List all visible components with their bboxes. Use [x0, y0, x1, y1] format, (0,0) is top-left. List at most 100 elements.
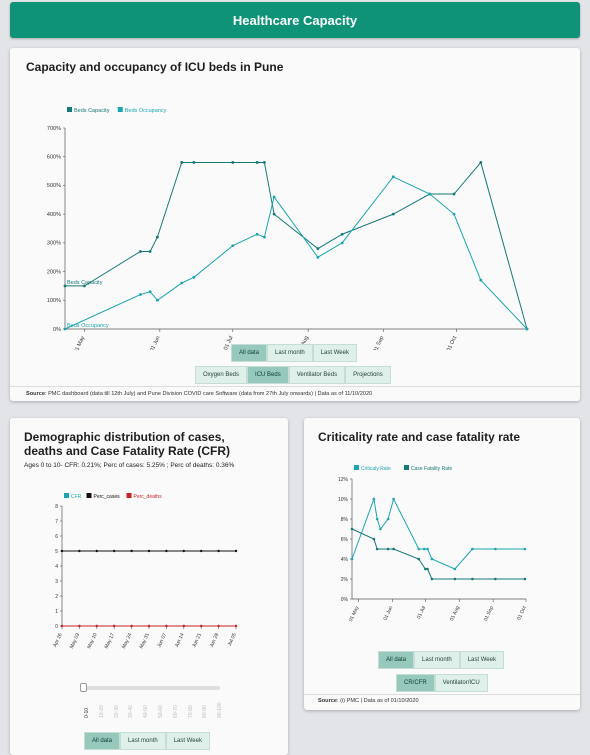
range-last-week-button[interactable]: Last Week	[459, 651, 504, 669]
data-point-case-fatality-rate	[417, 557, 421, 561]
range-last-month-button[interactable]: Last month	[267, 344, 313, 362]
y-tick-label: 0%	[53, 327, 61, 333]
demographic-title-line2: deaths and Case Fatality Rate (CFR)	[24, 444, 231, 458]
data-point-case-fatality-rate	[350, 527, 354, 531]
data-point-beds-capacity	[192, 161, 196, 164]
y-tick-label: 12%	[338, 477, 349, 483]
series-line-case-fatality-rate	[351, 528, 525, 580]
x-tick-label: 01 Oct	[516, 605, 528, 621]
data-point-perc-cases	[113, 549, 116, 553]
data-point-beds-occupancy	[316, 255, 320, 259]
range-last-month-button[interactable]: Last month	[120, 732, 166, 750]
data-point-beds-occupancy	[340, 241, 344, 245]
data-point-beds-occupancy	[391, 175, 395, 179]
data-point-perc-cases	[95, 549, 99, 553]
ventilator-icu-button[interactable]: Ventilator/ICU	[434, 674, 488, 692]
x-tick-label: May 10	[86, 632, 98, 650]
data-point-perc-cases	[165, 549, 168, 553]
data-point-beds-occupancy	[272, 195, 276, 199]
data-point-case-fatality-rate	[453, 577, 457, 581]
data-point-beds-capacity	[479, 161, 483, 164]
data-point-beds-occupancy	[180, 281, 184, 285]
series-line-beds-occupancy	[64, 176, 528, 330]
divider	[304, 694, 580, 695]
ventilator-beds-button[interactable]: Ventilator Beds	[288, 366, 346, 384]
data-point-beds-capacity	[452, 192, 456, 196]
data-point-beds-capacity	[272, 212, 276, 216]
data-point-beds-occupancy	[148, 290, 152, 294]
slider-label: 60-70	[172, 705, 179, 718]
series-label-beds-occupancy: Beds Occupancy	[67, 323, 109, 329]
icu-range-buttons: All data Last month Last Week	[231, 344, 357, 362]
data-point-case-fatality-rate	[523, 577, 527, 581]
legend-swatch-case-fatality-rate	[404, 465, 409, 470]
y-tick-label: 600%	[47, 155, 61, 161]
legend-label-perc-cases: Perc_cases	[94, 494, 121, 500]
data-point-case-fatality-rate	[375, 547, 379, 551]
slider-label: 50-60	[158, 705, 164, 718]
y-tick-label: 4	[55, 564, 58, 570]
series-line-criticaly-rate	[351, 497, 525, 570]
data-point-beds-capacity	[340, 232, 344, 236]
data-point-perc-cases	[200, 549, 203, 553]
legend-swatch-perc-cases	[86, 493, 92, 498]
data-point-case-fatality-rate	[386, 547, 390, 551]
data-point-perc-deaths	[234, 624, 238, 628]
range-all-data-button[interactable]: All data	[231, 344, 268, 362]
range-last-week-button[interactable]: Last Week	[312, 344, 357, 362]
x-tick-label: Jun 07	[156, 632, 168, 648]
x-tick-label: 01 Sep	[483, 605, 495, 622]
demographic-title-line1: Demographic distribution of cases,	[24, 430, 225, 444]
legend-label-criticaly-rate: Criticaly Rate	[361, 466, 391, 472]
projections-button[interactable]: Projections	[345, 366, 391, 384]
data-point-beds-occupancy	[255, 232, 259, 236]
x-tick-label: May 24	[121, 632, 133, 650]
data-point-perc-deaths	[165, 624, 168, 628]
data-point-criticaly-rate	[494, 547, 497, 551]
x-tick-label: Jun 28	[209, 632, 221, 648]
demographic-card: Demographic distribution of cases, death…	[10, 418, 288, 755]
legend-swatch-beds-occupancy	[117, 107, 123, 112]
demographic-card-title: Demographic distribution of cases, death…	[24, 430, 230, 458]
demographic-subtitle: Ages 0 to 10- CFR: 0.21%; Perc of cases:…	[24, 462, 235, 469]
data-point-beds-capacity	[231, 161, 235, 164]
data-point-perc-deaths	[130, 624, 133, 628]
cr-cfr-button[interactable]: CR/CFR	[396, 674, 435, 692]
legend-label-case-fatality-rate: Case Fatality Rate	[411, 466, 452, 472]
data-point-perc-deaths	[78, 624, 81, 628]
y-tick-label: 2	[55, 594, 58, 600]
oxygen-beds-button[interactable]: Oxygen Beds	[195, 366, 248, 384]
data-point-criticaly-rate	[471, 547, 474, 551]
slider-label: 70-80	[187, 705, 194, 718]
x-tick-label: 01 Aug	[449, 605, 461, 622]
y-tick-label: 300%	[47, 241, 61, 247]
range-last-month-button[interactable]: Last month	[414, 651, 460, 669]
data-point-case-fatality-rate	[494, 577, 497, 581]
y-tick-label: 100%	[47, 298, 61, 304]
data-point-beds-capacity	[63, 284, 67, 288]
data-point-beds-capacity	[156, 235, 159, 239]
range-all-data-button[interactable]: All data	[84, 732, 121, 750]
series-line-beds-capacity	[65, 161, 528, 330]
icu-beds-card: Capacity and occupancy of ICU beds in Pu…	[10, 48, 580, 401]
y-tick-label: 0%	[341, 597, 349, 603]
range-all-data-button[interactable]: All data	[378, 651, 415, 669]
slider-label: 90-100	[217, 702, 224, 718]
age-group-slider[interactable]	[80, 683, 220, 692]
data-point-criticaly-rate	[372, 497, 376, 501]
data-point-beds-occupancy	[262, 235, 266, 239]
slider-track	[82, 686, 220, 690]
x-tick-label: 01 Jul	[223, 335, 235, 350]
data-point-case-fatality-rate	[426, 567, 429, 571]
legend-label-beds-occupancy: Beds Occupancy	[125, 108, 167, 114]
x-tick-label: 01 Sep	[373, 335, 386, 350]
icu-beds-button[interactable]: ICU Beds	[247, 366, 289, 384]
range-last-week-button[interactable]: Last Week	[165, 732, 210, 750]
legend-label-perc-deaths: Perc_deaths	[134, 494, 163, 500]
x-tick-label: May 31	[138, 632, 150, 650]
slider-handle[interactable]	[80, 683, 87, 692]
x-tick-label: 01 May	[73, 335, 86, 350]
x-tick-label: 01 Jul	[416, 605, 427, 620]
data-point-case-fatality-rate	[471, 577, 474, 581]
x-tick-label: 01 May	[348, 605, 361, 623]
